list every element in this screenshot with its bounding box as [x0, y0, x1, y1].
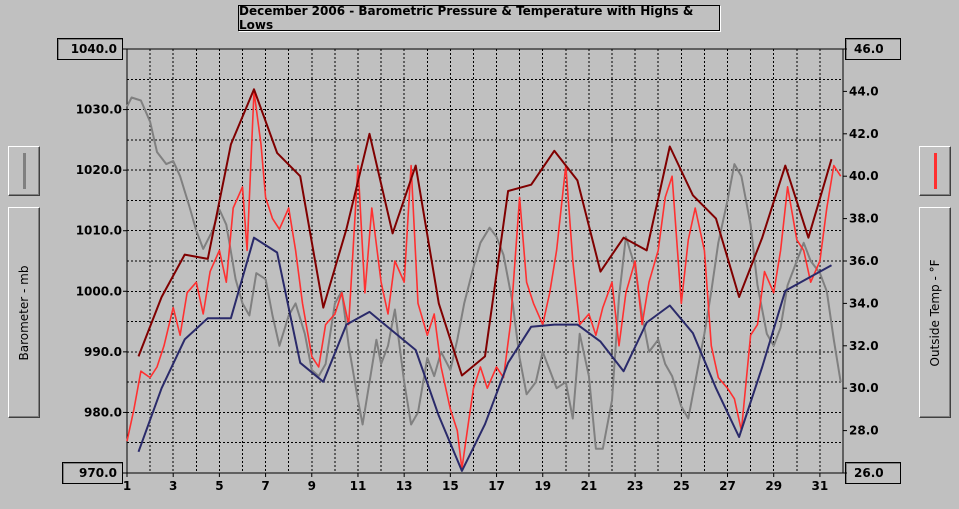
- right-legend-box: [919, 146, 951, 196]
- temperature-series-line: [126, 90, 842, 470]
- x-axis-tick-label: 13: [396, 479, 413, 493]
- x-axis-tick-label: 17: [488, 479, 505, 493]
- left-axis-label-box: Barometer - mb: [8, 207, 40, 418]
- left-axis-min-label: 970.0: [79, 466, 117, 480]
- x-axis-tick-label: 31: [812, 479, 829, 493]
- chart-title-text: December 2006 - Barometric Pressure & Te…: [239, 4, 694, 32]
- left-axis-tick-label: 1000.0: [76, 284, 122, 298]
- right-axis-max-label: 46.0: [854, 42, 884, 56]
- low-temp-series-line: [137, 236, 832, 472]
- left-axis-tick-label: 1030.0: [76, 103, 122, 117]
- right-axis-tick-label: 38.0: [849, 212, 879, 226]
- right-axis-tick-label: 42.0: [849, 127, 879, 141]
- x-axis-tick-label: 25: [673, 479, 690, 493]
- right-axis-label-box: Outside Temp - °F: [919, 207, 951, 418]
- high-temp-series-line: [137, 88, 833, 377]
- x-axis-tick-label: 9: [308, 479, 316, 493]
- right-axis-tick-label: 40.0: [849, 169, 879, 183]
- x-axis-tick-label: 7: [261, 479, 269, 493]
- left-axis-max-label: 1040.0: [70, 42, 117, 56]
- left-axis-max-box: 1040.0: [57, 38, 123, 60]
- left-legend-box: [8, 146, 40, 196]
- x-axis-tick-label: 15: [442, 479, 459, 493]
- left-axis-tick-label: 990.0: [84, 345, 122, 359]
- right-axis-min-box: 26.0: [845, 462, 901, 484]
- right-axis-tick-label: 44.0: [849, 84, 879, 98]
- barometer-legend-swatch: [23, 153, 26, 189]
- barometer-series-line: [126, 96, 842, 450]
- right-axis-tick-label: 36.0: [849, 254, 879, 268]
- x-axis-tick-label: 21: [581, 479, 598, 493]
- left-axis-min-box: 970.0: [62, 462, 123, 484]
- x-axis-tick-label: 27: [719, 479, 736, 493]
- x-axis-tick-label: 11: [350, 479, 367, 493]
- chart-title: December 2006 - Barometric Pressure & Te…: [238, 4, 720, 32]
- x-axis-tick-label: 3: [169, 479, 177, 493]
- left-axis-tick-label: 1010.0: [76, 224, 122, 238]
- right-axis-tick-label: 28.0: [849, 424, 879, 438]
- right-axis-tick-label: 30.0: [849, 381, 879, 395]
- right-axis-min-label: 26.0: [854, 466, 884, 480]
- temperature-legend-swatch: [934, 153, 937, 189]
- left-axis-tick-label: 980.0: [84, 405, 122, 419]
- left-axis-tick-label: 1020.0: [76, 163, 122, 177]
- x-axis-tick-label: 19: [534, 479, 551, 493]
- x-axis-tick-label: 5: [215, 479, 223, 493]
- right-axis-tick-label: 32.0: [849, 339, 879, 353]
- x-axis-tick-label: 23: [627, 479, 644, 493]
- x-axis-tick-label: 29: [765, 479, 782, 493]
- x-axis-tick-label: 1: [123, 479, 131, 493]
- right-axis-tick-label: 34.0: [849, 296, 879, 310]
